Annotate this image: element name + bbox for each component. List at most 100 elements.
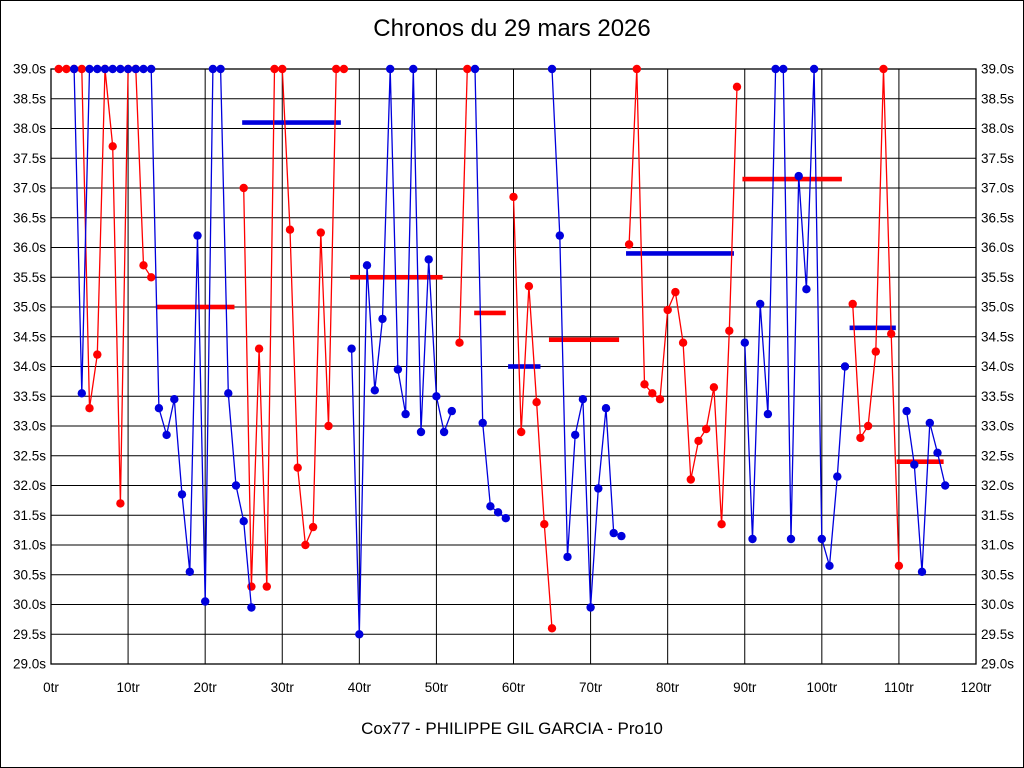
red-stints-point (624, 240, 634, 249)
blue-stints-point (131, 64, 140, 74)
blue-stints-point (247, 603, 256, 612)
red-stints-point (863, 421, 873, 431)
red-stints-point (532, 398, 541, 407)
stint-average-bar (849, 325, 896, 331)
y-axis-label-left: 34.0s (13, 359, 46, 374)
red-stints-point (887, 329, 896, 338)
red-stints-point (663, 305, 672, 315)
y-axis-label-right: 35.5s (981, 270, 1014, 285)
red-stints-point (455, 338, 464, 347)
y-axis-label-right: 34.5s (981, 329, 1014, 344)
red-stints-point (324, 421, 333, 431)
red-stints-point (308, 522, 318, 532)
red-stints-point (632, 64, 641, 74)
blue-stints-point (833, 472, 842, 481)
blue-stints-point (547, 64, 557, 74)
y-axis-label-right: 36.0s (981, 240, 1014, 255)
blue-stints-point (424, 255, 433, 264)
y-axis-label-right: 35.0s (981, 300, 1014, 315)
blue-stints-point (409, 64, 418, 74)
blue-stints-point (563, 552, 572, 562)
blue-stints-point (756, 299, 765, 309)
blue-stints-point (817, 534, 826, 544)
blue-stints-point (779, 64, 788, 74)
stint-average-bar (626, 251, 734, 256)
y-axis-label-left: 39.0s (13, 62, 46, 77)
x-axis-label: 0tr (43, 680, 59, 695)
red-stints-point (239, 183, 248, 193)
red-stints-point (54, 64, 63, 74)
y-axis-label-right: 39.0s (981, 62, 1014, 77)
blue-stints-point (786, 534, 796, 544)
blue-stints-point (470, 64, 480, 74)
red-stints-point (517, 427, 526, 437)
y-axis-label-left: 35.0s (13, 300, 46, 315)
y-axis-label-left: 33.0s (13, 419, 46, 434)
y-axis-label-right: 32.5s (981, 448, 1014, 463)
blue-stints-point (763, 409, 773, 419)
blue-stints-point (239, 517, 248, 526)
blue-stints-point (170, 395, 179, 404)
blue-stints-point (177, 490, 187, 499)
red-stints-point (254, 344, 264, 353)
blue-stints-point (571, 430, 580, 440)
x-axis-label: 20tr (194, 680, 218, 695)
blue-stints-point (147, 64, 156, 74)
plot-frame (50, 68, 977, 665)
y-axis-label-right: 36.5s (981, 210, 1014, 225)
blue-stints-point (231, 481, 241, 490)
red-stints-point (85, 404, 94, 413)
red-stints-point (694, 436, 703, 446)
blue-stints-point (100, 64, 110, 74)
stint-average-bar (742, 176, 842, 182)
y-axis-label-right: 30.0s (981, 597, 1014, 612)
blue-stints-point (201, 597, 210, 606)
blue-stints-point (108, 64, 117, 74)
red-stints-point (147, 273, 156, 282)
red-stints-point (879, 64, 888, 74)
y-axis-label-left: 33.5s (13, 389, 46, 404)
blue-stints-point (917, 567, 927, 576)
y-axis-label-left: 36.5s (13, 210, 46, 225)
y-axis-label-left: 31.5s (13, 508, 46, 523)
blue-stints-point (93, 64, 102, 74)
blue-stints-point (154, 404, 164, 413)
blue-stints-point (447, 406, 456, 416)
y-axis-label-left: 30.0s (13, 597, 46, 612)
blue-stints-point (77, 389, 87, 398)
y-axis-label-left: 38.0s (13, 121, 46, 136)
blue-stints-point (748, 534, 757, 544)
x-axis-label: 80tr (656, 680, 680, 695)
blue-stints-point (162, 430, 171, 440)
blue-stints-point (216, 64, 225, 74)
blue-stints-point (601, 404, 611, 413)
y-axis-label-left: 34.5s (13, 329, 46, 344)
blue-stints-point (586, 603, 595, 612)
y-axis-label-left: 32.0s (13, 478, 46, 493)
red-stints-point (463, 64, 472, 74)
blue-stints-point (69, 64, 79, 74)
red-stints-point (640, 380, 649, 389)
red-stints-point (108, 142, 117, 151)
blue-stints-point (393, 365, 403, 374)
x-axis-label: 70tr (579, 680, 603, 695)
blue-stints-point (139, 64, 148, 74)
stint-average-bar (896, 459, 944, 464)
red-stints-point (678, 338, 688, 347)
blue-stints-point (802, 285, 811, 294)
blue-stints-point (478, 418, 487, 428)
y-axis-label-right: 29.0s (981, 657, 1014, 672)
blue-stints-point (771, 64, 780, 74)
y-axis-label-right: 38.0s (981, 121, 1014, 136)
red-stints-point (655, 395, 665, 404)
red-stints-point (509, 192, 518, 202)
y-axis-label-left: 32.5s (13, 448, 46, 463)
blue-stints-point (910, 460, 919, 469)
x-axis-label: 10tr (116, 680, 140, 695)
red-stints-point (247, 582, 256, 591)
blue-stints-point (486, 502, 495, 511)
red-stints-point (293, 463, 302, 472)
blue-stints-point (578, 395, 588, 404)
y-axis-label-right: 31.5s (981, 508, 1014, 523)
red-stints-point (540, 520, 549, 529)
